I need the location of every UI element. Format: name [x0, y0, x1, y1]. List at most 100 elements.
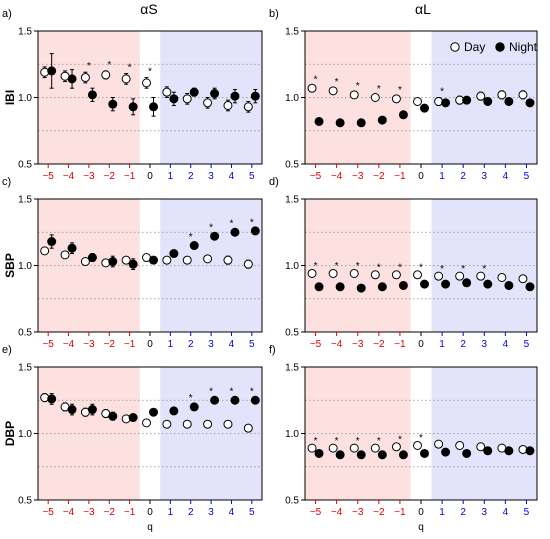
- x-tick-label: 3: [481, 171, 487, 182]
- x-tick-label: −3: [83, 171, 95, 182]
- night-point: [462, 278, 472, 288]
- day-point: [142, 78, 151, 88]
- panel-2: 0.5 1.0 1.5 −5 −4 −3 −2 −1 0 1 2 3 4 5 b) * * * * * * Day Nigh…: [269, 8, 538, 182]
- x-axis-label: q: [147, 522, 153, 533]
- significance-marker: *: [209, 387, 213, 398]
- day-point: [434, 439, 444, 449]
- night-point: [67, 243, 77, 253]
- night-point: [189, 87, 199, 97]
- significance-marker: *: [461, 264, 465, 275]
- x-tick-label: −5: [310, 507, 322, 518]
- night-point: [314, 448, 324, 458]
- significance-marker: *: [250, 387, 254, 398]
- night-point: [525, 282, 535, 292]
- day-point: [518, 274, 528, 284]
- night-point: [335, 282, 345, 292]
- x-tick-label: −4: [331, 171, 343, 182]
- legend-night-label: Night: [509, 40, 538, 54]
- night-point: [441, 279, 451, 289]
- negative-q-band: [38, 199, 140, 332]
- day-point: [121, 74, 131, 84]
- panel-1: 0.5 1.0 1.5 −5 −4 −3 −2 −1 0 1 2 3 4 5 a) IBI * * * *: [2, 8, 263, 182]
- x-tick-label: −1: [124, 507, 136, 518]
- day-point: [328, 268, 338, 278]
- significance-marker: *: [148, 67, 152, 78]
- night-point: [87, 90, 97, 100]
- night-point: [250, 91, 260, 101]
- day-point: [162, 255, 172, 265]
- x-tick-label: −3: [352, 171, 364, 182]
- night-point: [314, 282, 324, 292]
- x-tick-label: −2: [104, 171, 116, 182]
- x-tick-label: 5: [524, 171, 530, 182]
- negative-q-band: [38, 367, 140, 500]
- night-point: [149, 255, 158, 265]
- x-tick-label: 2: [188, 339, 194, 350]
- night-point: [250, 395, 260, 405]
- night-point: [483, 446, 493, 456]
- x-tick-label: 4: [229, 339, 235, 350]
- x-tick-label: 0: [147, 171, 153, 182]
- significance-marker: *: [419, 433, 423, 444]
- x-tick-label: 2: [188, 507, 194, 518]
- night-point: [441, 98, 451, 108]
- night-point: [504, 96, 514, 106]
- day-point: [307, 83, 317, 93]
- night-point: [462, 448, 472, 458]
- night-point: [420, 448, 429, 458]
- night-point: [250, 226, 260, 236]
- night-point: [128, 102, 138, 112]
- night-point: [47, 394, 57, 404]
- significance-marker: *: [230, 219, 234, 230]
- night-point: [504, 280, 514, 290]
- legend-night-marker: [495, 42, 505, 52]
- night-point: [230, 91, 240, 101]
- x-tick-label: 4: [229, 171, 235, 182]
- day-point: [476, 442, 486, 452]
- row-label: SBP: [3, 253, 17, 278]
- y-tick-label: 1.0: [18, 261, 32, 272]
- night-point: [335, 118, 345, 128]
- x-tick-label: −3: [83, 339, 95, 350]
- panel-letter: a): [2, 8, 12, 20]
- x-tick-label: 3: [208, 507, 214, 518]
- x-tick-label: 5: [249, 507, 255, 518]
- x-tick-label: −4: [63, 171, 75, 182]
- day-point: [349, 268, 359, 278]
- x-tick-label: −4: [331, 507, 343, 518]
- significance-marker: *: [440, 87, 444, 98]
- x-tick-label: 3: [481, 507, 487, 518]
- significance-marker: *: [189, 232, 193, 243]
- y-tick-label: 0.5: [285, 328, 299, 339]
- x-tick-label: −2: [373, 339, 385, 350]
- significance-marker: *: [398, 85, 402, 96]
- night-point: [483, 96, 493, 106]
- panel-letter: f): [269, 344, 276, 356]
- night-point: [169, 94, 179, 104]
- day-point: [203, 419, 213, 429]
- significance-marker: *: [356, 436, 360, 447]
- x-tick-label: −2: [373, 507, 385, 518]
- panels-group: 0.5 1.0 1.5 −5 −4 −3 −2 −1 0 1 2 3 4 5 a) IBI * * * * 0.5 1.0…: [2, 8, 538, 533]
- significance-marker: *: [314, 436, 318, 447]
- significance-marker: *: [209, 223, 213, 234]
- night-point: [230, 395, 240, 405]
- significance-marker: *: [87, 61, 91, 72]
- significance-marker: *: [482, 264, 486, 275]
- night-point: [67, 74, 77, 84]
- x-tick-label: −1: [124, 339, 136, 350]
- row-label: DBP: [3, 421, 17, 446]
- x-tick-label: 0: [418, 339, 424, 350]
- panel-letter: e): [2, 344, 12, 356]
- significance-marker: *: [377, 84, 381, 95]
- day-point: [80, 73, 90, 83]
- day-point: [60, 250, 70, 260]
- day-point: [455, 271, 465, 281]
- x-tick-label: −1: [124, 171, 136, 182]
- x-tick-label: 5: [249, 339, 255, 350]
- day-point: [370, 93, 380, 102]
- x-tick-label: 4: [503, 507, 509, 518]
- x-tick-label: 0: [147, 507, 153, 518]
- x-tick-label: −5: [42, 339, 54, 350]
